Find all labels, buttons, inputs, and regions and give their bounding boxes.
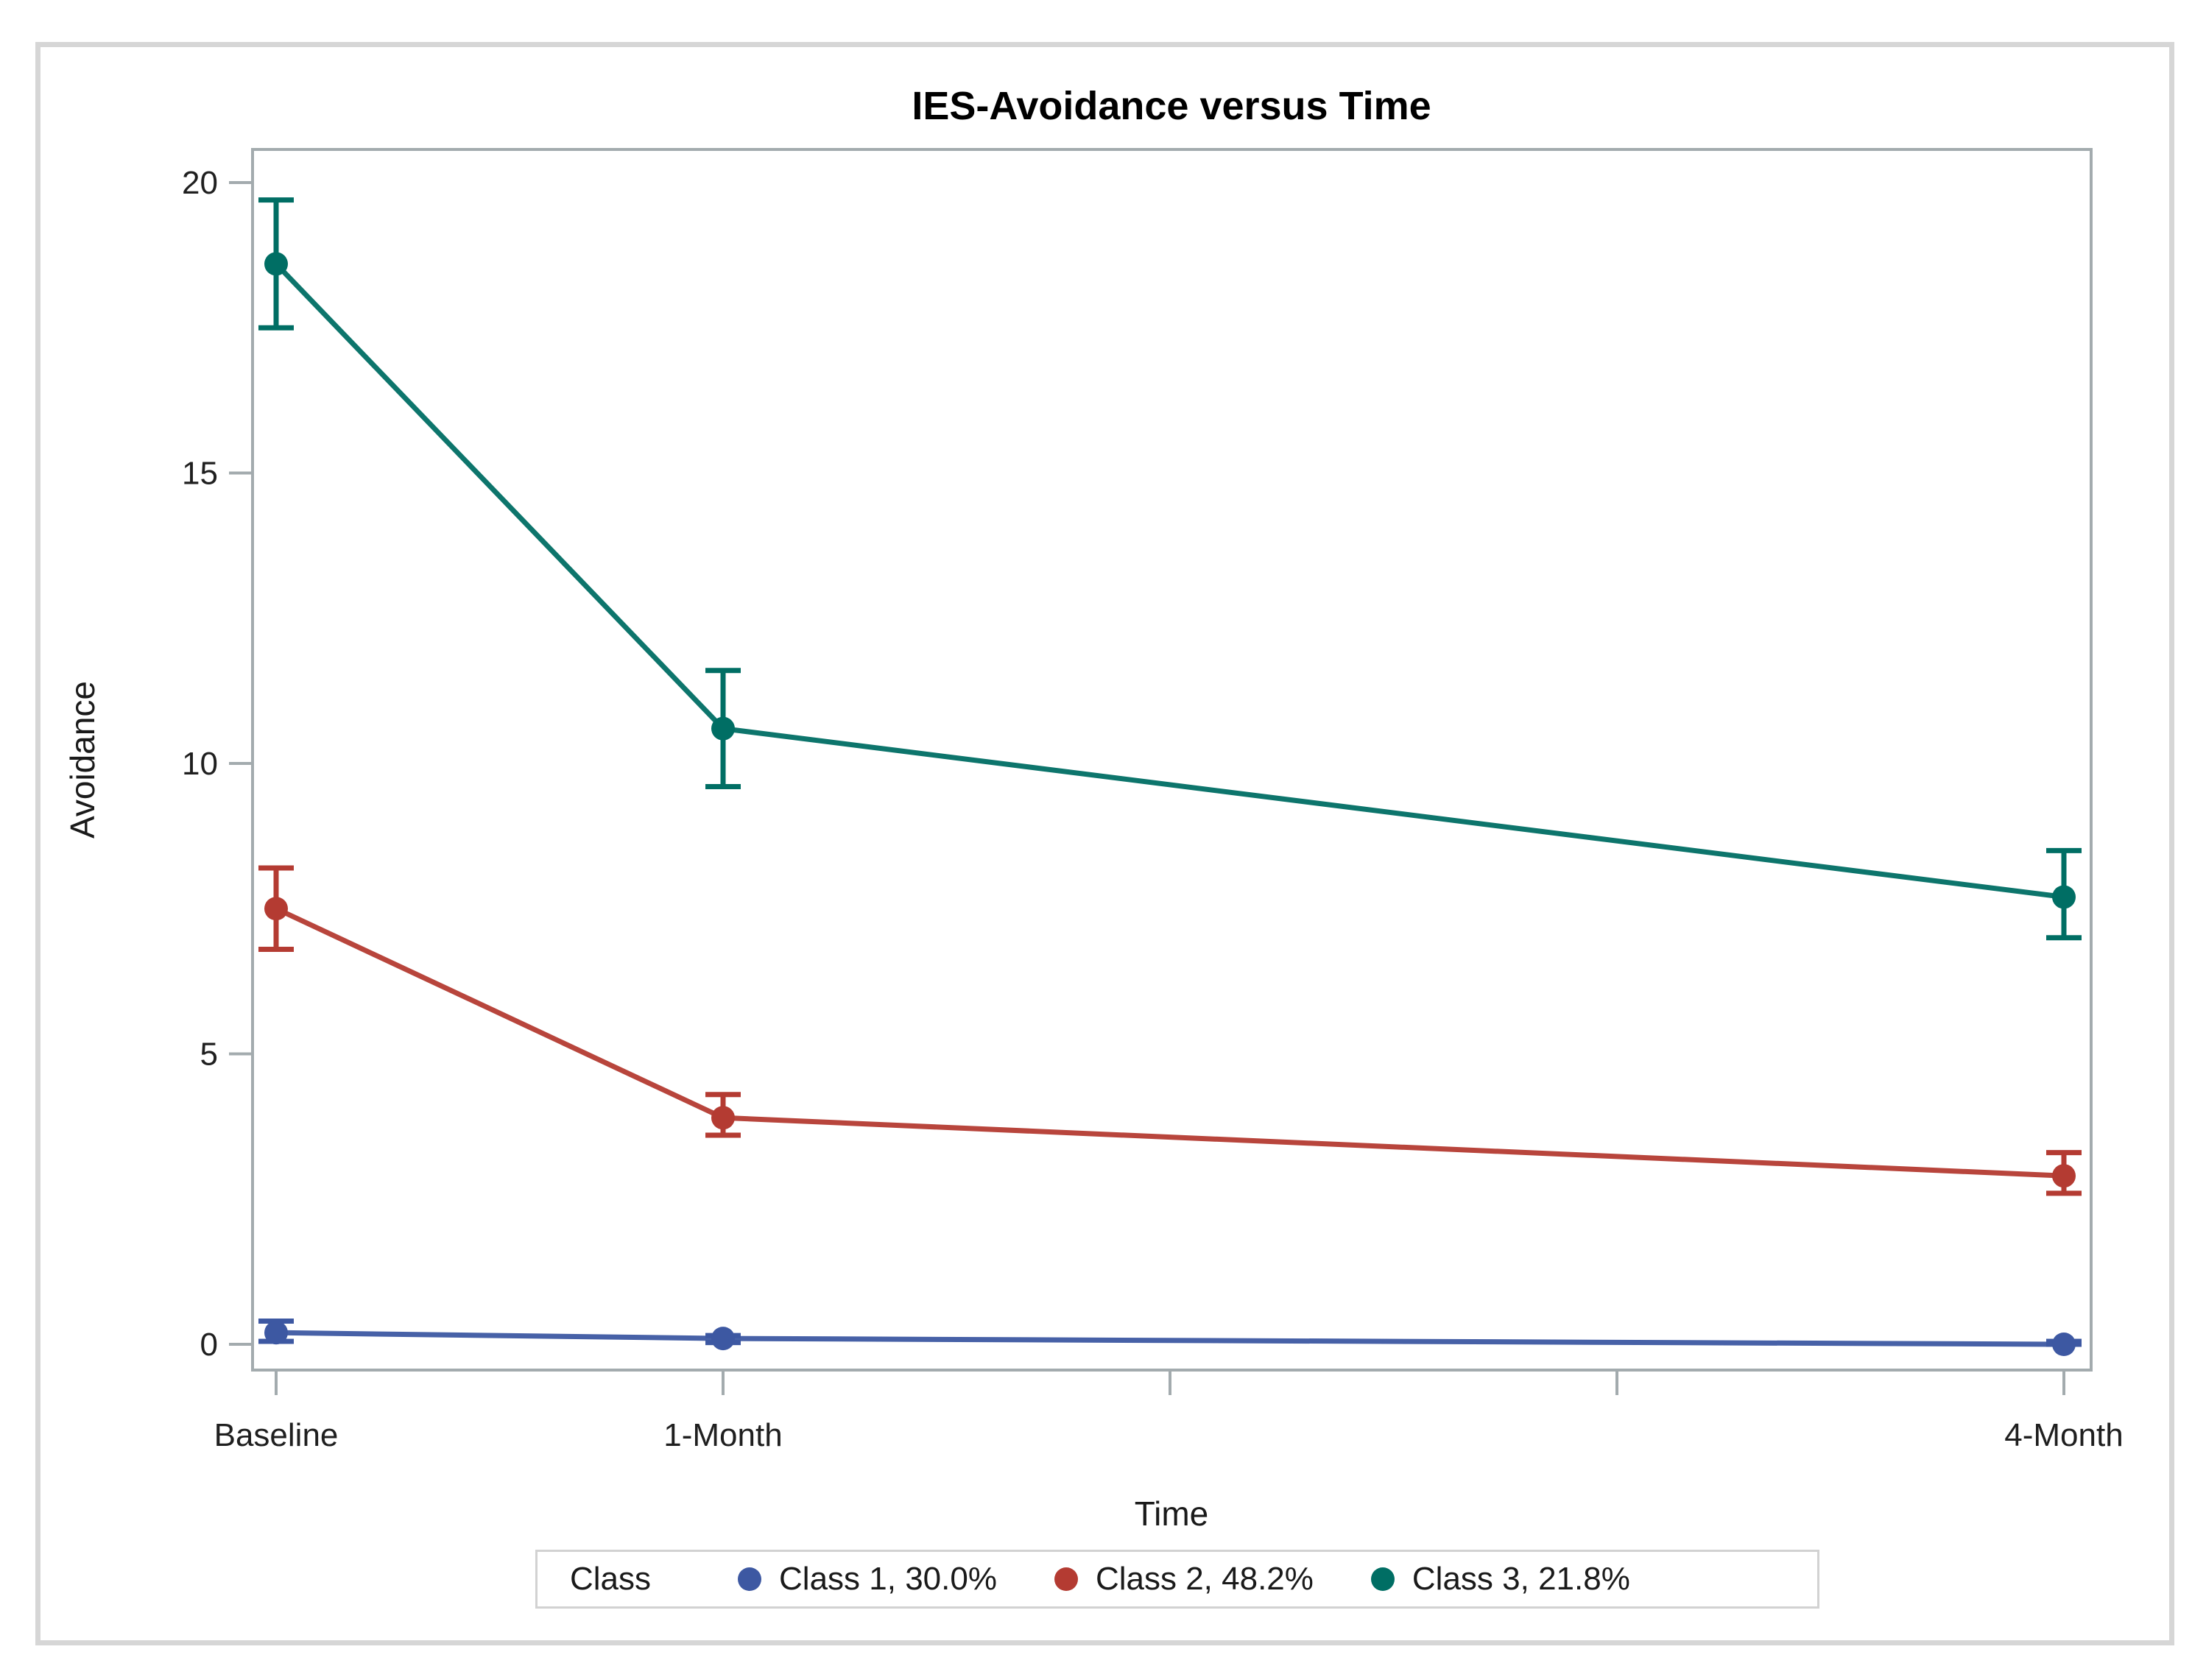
x-axis-label: Time — [1135, 1494, 1209, 1533]
series-1 — [258, 1318, 2082, 1356]
x-tick-label: Baseline — [214, 1417, 339, 1453]
data-point-marker — [2052, 1164, 2076, 1188]
data-point-marker — [264, 897, 288, 921]
legend-marker-icon — [738, 1567, 762, 1591]
y-axis-label: Avoidance — [63, 681, 102, 839]
series-line — [275, 906, 2065, 1179]
legend-marker-icon — [1370, 1567, 1395, 1591]
data-point-marker — [711, 1327, 735, 1351]
plot-frame — [251, 148, 2093, 1372]
legend-marker-icon — [1054, 1567, 1078, 1591]
legend-item-label: Class 2, 48.2% — [1095, 1561, 1314, 1597]
y-tick-label: 0 — [200, 1327, 218, 1363]
legend: Class Class 1, 30.0% Class 2, 48.2% Class … — [535, 1550, 1819, 1609]
y-tick-label: 15 — [182, 456, 218, 492]
legend-item: Class 2, 48.2% — [1054, 1561, 1314, 1598]
legend-item: Class 3, 21.8% — [1370, 1561, 1630, 1598]
data-point-marker — [264, 1321, 288, 1345]
legend-title: Class — [570, 1561, 652, 1597]
series-3 — [258, 197, 2082, 941]
data-point-marker — [2052, 885, 2076, 909]
series-2 — [258, 865, 2082, 1196]
series-line — [274, 262, 2065, 900]
y-tick-label: 5 — [200, 1037, 218, 1073]
data-point-marker — [2052, 1333, 2076, 1356]
series-line — [275, 1330, 2065, 1347]
data-point-marker — [264, 252, 288, 276]
y-tick-label: 10 — [182, 746, 218, 782]
legend-item-label: Class 1, 30.0% — [779, 1561, 997, 1597]
x-tick-label: 4-Month — [2004, 1417, 2123, 1453]
chart-title: IES-Avoidance versus Time — [912, 84, 1431, 128]
data-point-marker — [711, 1106, 735, 1130]
figure-border — [35, 42, 2174, 1645]
y-tick-label: 20 — [182, 165, 218, 201]
x-tick-label: 1-Month — [663, 1417, 782, 1453]
data-point-marker — [711, 716, 735, 741]
legend-items: Class 1, 30.0% Class 2, 48.2% Class 3, 21.… — [738, 1561, 1630, 1598]
plot-area: 0 5 10 15 20 Baseline 1-Month 4-Month — [182, 148, 2124, 1453]
legend-item: Class 1, 30.0% — [738, 1561, 997, 1598]
legend-item-label: Class 3, 21.8% — [1412, 1561, 1630, 1597]
